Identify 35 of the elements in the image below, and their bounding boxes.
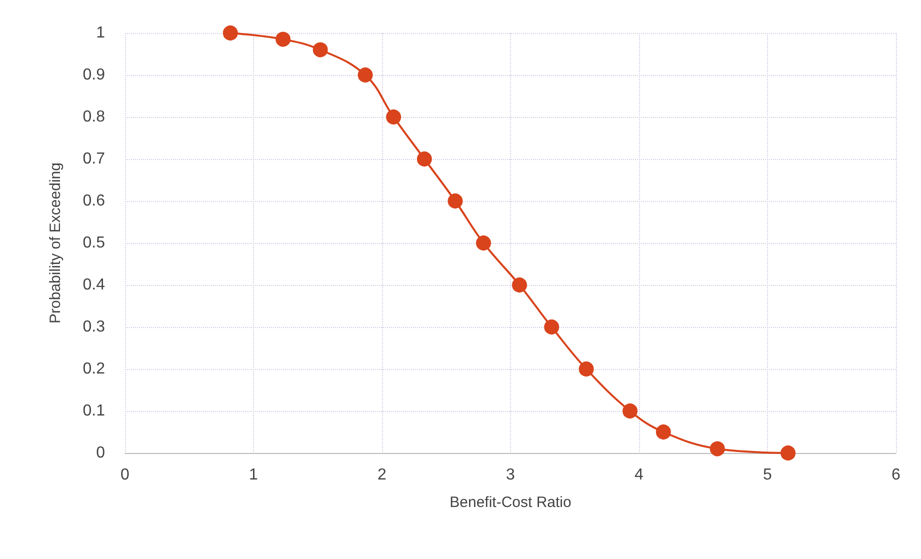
y-tick-label: 0.4	[82, 276, 106, 294]
point	[780, 446, 796, 460]
point	[656, 424, 671, 440]
point	[512, 278, 527, 292]
point	[476, 236, 492, 250]
x-tick-label: 3	[506, 466, 516, 484]
point	[312, 42, 328, 58]
y-tick-label: 0.9	[82, 66, 106, 84]
x-tick-label: 0	[120, 466, 130, 484]
x-tick-label: 1	[249, 466, 258, 484]
point	[578, 362, 594, 376]
point	[222, 26, 238, 40]
y-tick-label: 0.3	[82, 318, 106, 336]
x-tick-label: 4	[634, 466, 644, 484]
y-tick-label: 0.7	[82, 150, 106, 168]
y-tick-label: 0.1	[82, 402, 106, 420]
point	[276, 32, 291, 47]
point	[622, 404, 638, 418]
y-tick-label: 0.2	[82, 360, 106, 378]
point	[544, 320, 560, 334]
point	[386, 110, 402, 124]
point	[710, 441, 725, 456]
y-tick-label: 0.5	[82, 234, 106, 252]
y-tick-label: 0.8	[82, 108, 106, 126]
y-axis-title: Probability of Exceeding	[47, 162, 64, 324]
x-tick-label: 6	[892, 466, 901, 484]
point	[416, 152, 432, 166]
y-tick-label: 1	[96, 24, 106, 42]
point	[358, 68, 373, 82]
x-tick-label: 5	[763, 466, 772, 484]
y-tick-label: 0	[96, 444, 106, 462]
x-tick-label: 2	[378, 466, 387, 484]
point	[448, 194, 463, 208]
x-axis-title: Benefit-Cost Ratio	[450, 494, 572, 511]
y-tick-label: 0.6	[82, 192, 106, 210]
